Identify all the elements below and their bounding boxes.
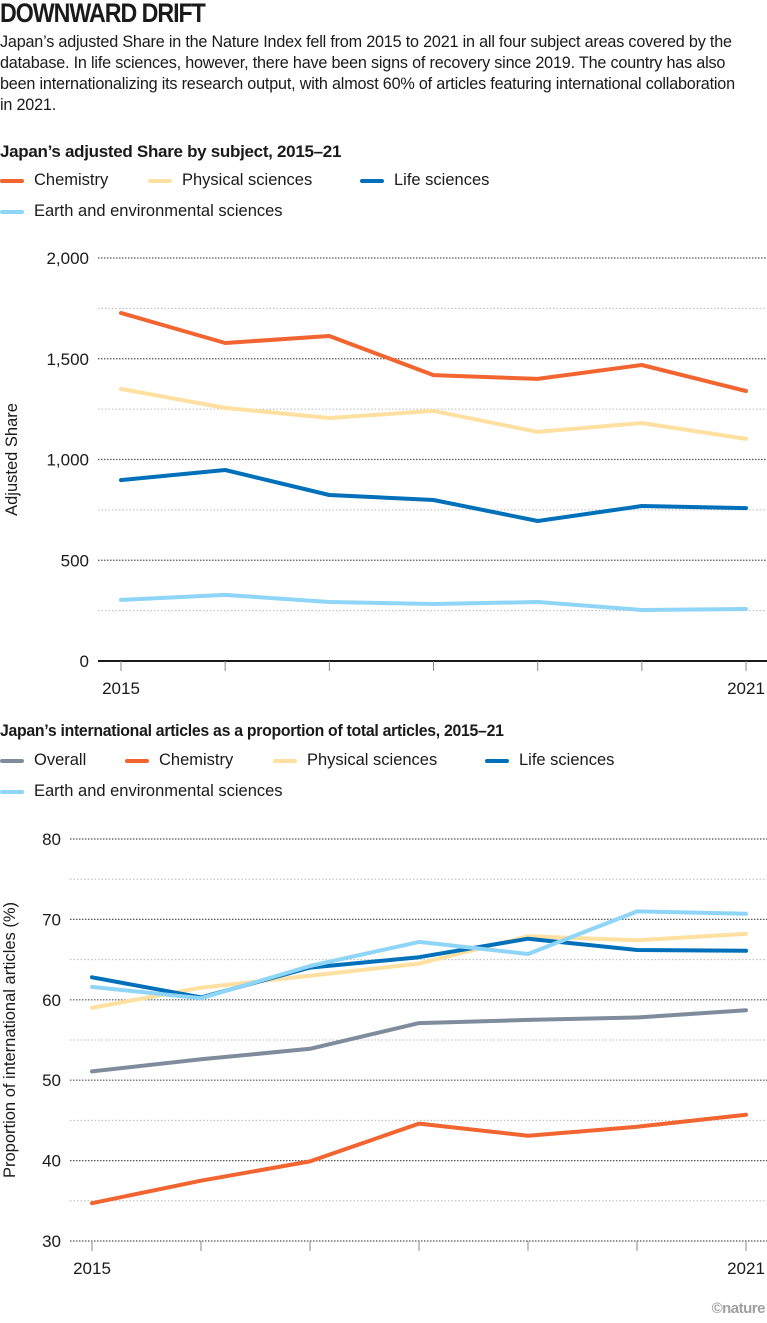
chart1-legend-swatch [148,178,172,183]
chart2-y-tick-label: 80 [42,830,61,849]
chart2-legend-chemistry: Chemistry [125,751,233,770]
chart1-legend-label: Earth and environmental sciences [34,202,283,220]
chart1-y-tick-label: 0 [80,652,89,671]
chart1-y-axis-label: Adjusted Share [3,403,21,516]
chart2-plot: 30 40 50 60 70 80 2015 2021 Proportion of intern… [1,830,767,1278]
chart1-x-tick-label: 2021 [727,679,765,698]
chart2-legend-overall: Overall [0,751,86,770]
chart1-y-tick-label: 500 [61,551,89,570]
chart1-y-tick-label: 1,500 [46,350,89,369]
chart2-x-tick-label: 2021 [727,1259,765,1278]
chart1-y-tick-label: 1,000 [46,451,89,470]
chart2-y-tick-label: 30 [42,1232,61,1251]
chart1-legend-chemistry: Chemistry [0,171,108,190]
chart1-legend-life: Life sciences [360,171,489,190]
chart1-plot: 0 500 1,000 1,500 2,000 2015 2021 Adjusted Shar… [3,249,767,698]
chart2-legend-swatch [0,758,24,763]
chart2-legend-earth: Earth and environmental sciences [0,782,283,801]
chart1-legend-swatch [0,209,24,214]
chart1-series-line-life-sciences [119,468,748,523]
intro-text: Japan’s adjusted Share in the Nature Ind… [0,32,735,114]
chart2-title: Japan’s international articles as a prop… [0,721,504,740]
chart2-legend-life: Life sciences [485,751,614,770]
chart1-series-line-chemistry [119,311,748,393]
chart2-legend-swatch [125,758,149,763]
chart1-series-line-earth-and-environmental-sciences [119,592,748,612]
chart1-x-tick-label: 2015 [102,679,140,698]
chart2-legend-physical: Physical sciences [273,751,437,770]
chart1-legend-label: Physical sciences [182,171,313,189]
chart1-legend-earth: Earth and environmental sciences [0,202,283,221]
chart1-legend-label: Life sciences [394,171,490,189]
chart2-y-axis-label: Proportion of international articles (%) [1,902,19,1178]
nature-credit: ©nature [711,1300,766,1317]
chart2-series-line-overall [90,1008,748,1074]
chart2-series-line-physical-sciences [90,931,748,1010]
chart1-legend: Chemistry Physical sciences Life science… [0,171,767,231]
chart2-legend-label: Physical sciences [307,751,438,769]
chart1-title: Japan’s adjusted Share by subject, 2015–… [0,142,342,161]
chart2-y-tick-label: 40 [42,1152,61,1171]
chart1-series-line-physical-sciences [119,387,748,441]
chart1-legend-physical: Physical sciences [148,171,312,190]
chart2-legend-label: Life sciences [519,751,615,769]
chart2-x-tick-label: 2015 [73,1259,111,1278]
chart2-legend-label: Earth and environmental sciences [34,782,283,800]
chart1-y-tick-label: 2,000 [46,249,89,268]
headline: DOWNWARD DRIFT [0,0,206,28]
chart2-series-line-earth-and-environmental-sciences [90,909,748,1001]
chart2-y-tick-label: 50 [42,1071,61,1090]
chart2-legend-swatch [0,789,24,794]
chart2-legend-label: Overall [34,751,87,769]
chart1-legend-swatch [360,178,384,183]
chart2-y-tick-label: 70 [42,910,61,929]
chart2-legend-label: Chemistry [159,751,234,769]
chart2-series-line-chemistry [90,1112,748,1206]
chart2-y-tick-label: 60 [42,991,61,1010]
chart2-legend-swatch [485,758,509,763]
chart2-legend: Overall Chemistry Physical sciences Life… [0,751,767,811]
chart2-legend-swatch [273,758,297,763]
chart1-legend-swatch [0,178,24,183]
chart1-legend-label: Chemistry [34,171,109,189]
